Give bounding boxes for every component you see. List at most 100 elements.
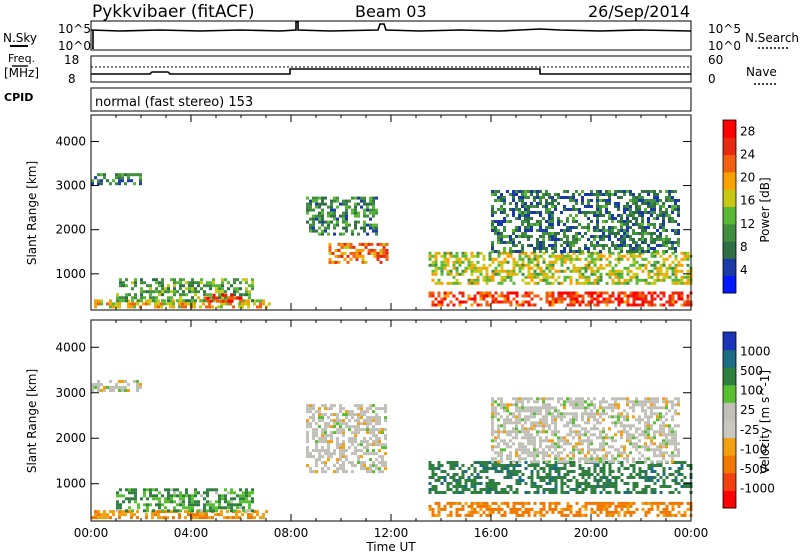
heatmap-cell [542, 241, 545, 244]
heatmap-cell [360, 440, 363, 444]
heatmap-cell [470, 303, 474, 307]
heatmap-cell [497, 208, 500, 211]
heatmap-cell [206, 299, 210, 303]
heatmap-cell [521, 244, 524, 247]
heatmap-cell [199, 513, 202, 517]
heatmap-cell [653, 297, 657, 301]
heatmap-cell [638, 263, 642, 267]
heatmap-cell [632, 263, 636, 267]
heatmap-cell [245, 287, 248, 291]
heatmap-cell [197, 290, 200, 294]
heatmap-cell [659, 254, 663, 258]
heatmap-cell [312, 470, 315, 474]
heatmap-cell [608, 275, 612, 279]
heatmap-cell [467, 467, 471, 470]
heatmap-cell [581, 297, 585, 301]
heatmap-cell [372, 196, 375, 200]
heatmap-cell [512, 214, 515, 217]
heatmap-cell [160, 305, 163, 309]
heatmap-cell [248, 500, 251, 504]
heatmap-cell [527, 269, 531, 273]
heatmap-cell [668, 263, 672, 267]
heatmap-cell [653, 470, 657, 473]
heatmap-cell [590, 457, 593, 461]
heatmap-cell [590, 488, 594, 491]
heatmap-cell [512, 412, 515, 416]
heatmap-cell [635, 205, 638, 208]
heatmap-cell [479, 251, 483, 255]
heatmap-cell [620, 217, 623, 220]
heatmap-cell [485, 266, 489, 270]
heatmap-cell [551, 226, 554, 229]
heatmap-cell [245, 278, 248, 282]
heatmap-cell [431, 300, 435, 304]
heatmap-cell [446, 485, 450, 488]
heatmap-cell [206, 494, 209, 498]
heatmap-cell [458, 300, 462, 304]
heatmap-cell [473, 266, 477, 270]
heatmap-cell [578, 451, 581, 455]
heatmap-cell [545, 424, 548, 428]
heatmap-cell [626, 229, 629, 232]
heatmap-cell [662, 421, 665, 425]
heatmap-cell [683, 485, 687, 488]
heatmap-cell [653, 211, 656, 214]
heatmap-cell [358, 251, 362, 255]
heatmap-cell [566, 251, 570, 255]
heatmap-cell [137, 506, 140, 510]
heatmap-cell [128, 293, 131, 297]
heatmap-cell [366, 214, 369, 218]
heatmap-cell [593, 485, 597, 488]
heatmap-cell [527, 476, 531, 479]
heatmap-cell [449, 504, 453, 508]
heatmap-cell [506, 406, 509, 410]
heatmap-cell [614, 281, 618, 285]
heatmap-cell [656, 454, 659, 458]
heatmap-cell [620, 451, 623, 455]
heatmap-cell [554, 445, 557, 449]
heatmap-cell [617, 403, 620, 407]
heatmap-cell [659, 427, 662, 431]
heatmap-cell [539, 196, 542, 199]
heatmap-cell [230, 500, 233, 504]
heatmap-cell [653, 272, 657, 276]
heatmap-cell [515, 294, 519, 298]
heatmap-cell [551, 275, 555, 279]
heatmap-cell [473, 479, 477, 482]
heatmap-cell [602, 220, 605, 223]
heatmap-cell [315, 434, 318, 438]
heatmap-cell [443, 251, 447, 255]
heatmap-cell [548, 223, 551, 226]
heatmap-cell [173, 488, 176, 492]
heatmap-cell [563, 460, 566, 464]
heatmap-cell [500, 278, 504, 282]
heatmap-cell [653, 193, 656, 196]
heatmap-cell [629, 442, 632, 446]
heatmap-cell [593, 214, 596, 217]
heatmap-cell [121, 380, 124, 383]
heatmap-cell [530, 251, 534, 255]
heatmap-cell [575, 488, 579, 491]
heatmap-cell [455, 510, 459, 514]
heatmap-cell [629, 424, 632, 428]
heatmap-cell [482, 294, 486, 298]
heatmap-cell [638, 211, 641, 214]
heatmap-cell [641, 291, 645, 295]
heatmap-cell [491, 250, 494, 253]
heatmap-cell [668, 266, 672, 270]
heatmap-cell [333, 223, 336, 227]
heatmap-cell [590, 510, 594, 514]
heatmap-cell [635, 199, 638, 202]
heatmap-cell [653, 454, 656, 458]
heatmap-cell [509, 476, 513, 479]
heatmap-cell [494, 457, 497, 461]
heatmap-cell [366, 205, 369, 209]
heatmap-cell [521, 442, 524, 446]
heatmap-cell [509, 202, 512, 205]
heatmap-cell [333, 232, 336, 236]
heatmap-cell [100, 516, 103, 520]
heatmap-cell [94, 513, 97, 517]
heatmap-cell [109, 386, 112, 389]
heatmap-cell [602, 199, 605, 202]
heatmap-cell [641, 250, 644, 253]
